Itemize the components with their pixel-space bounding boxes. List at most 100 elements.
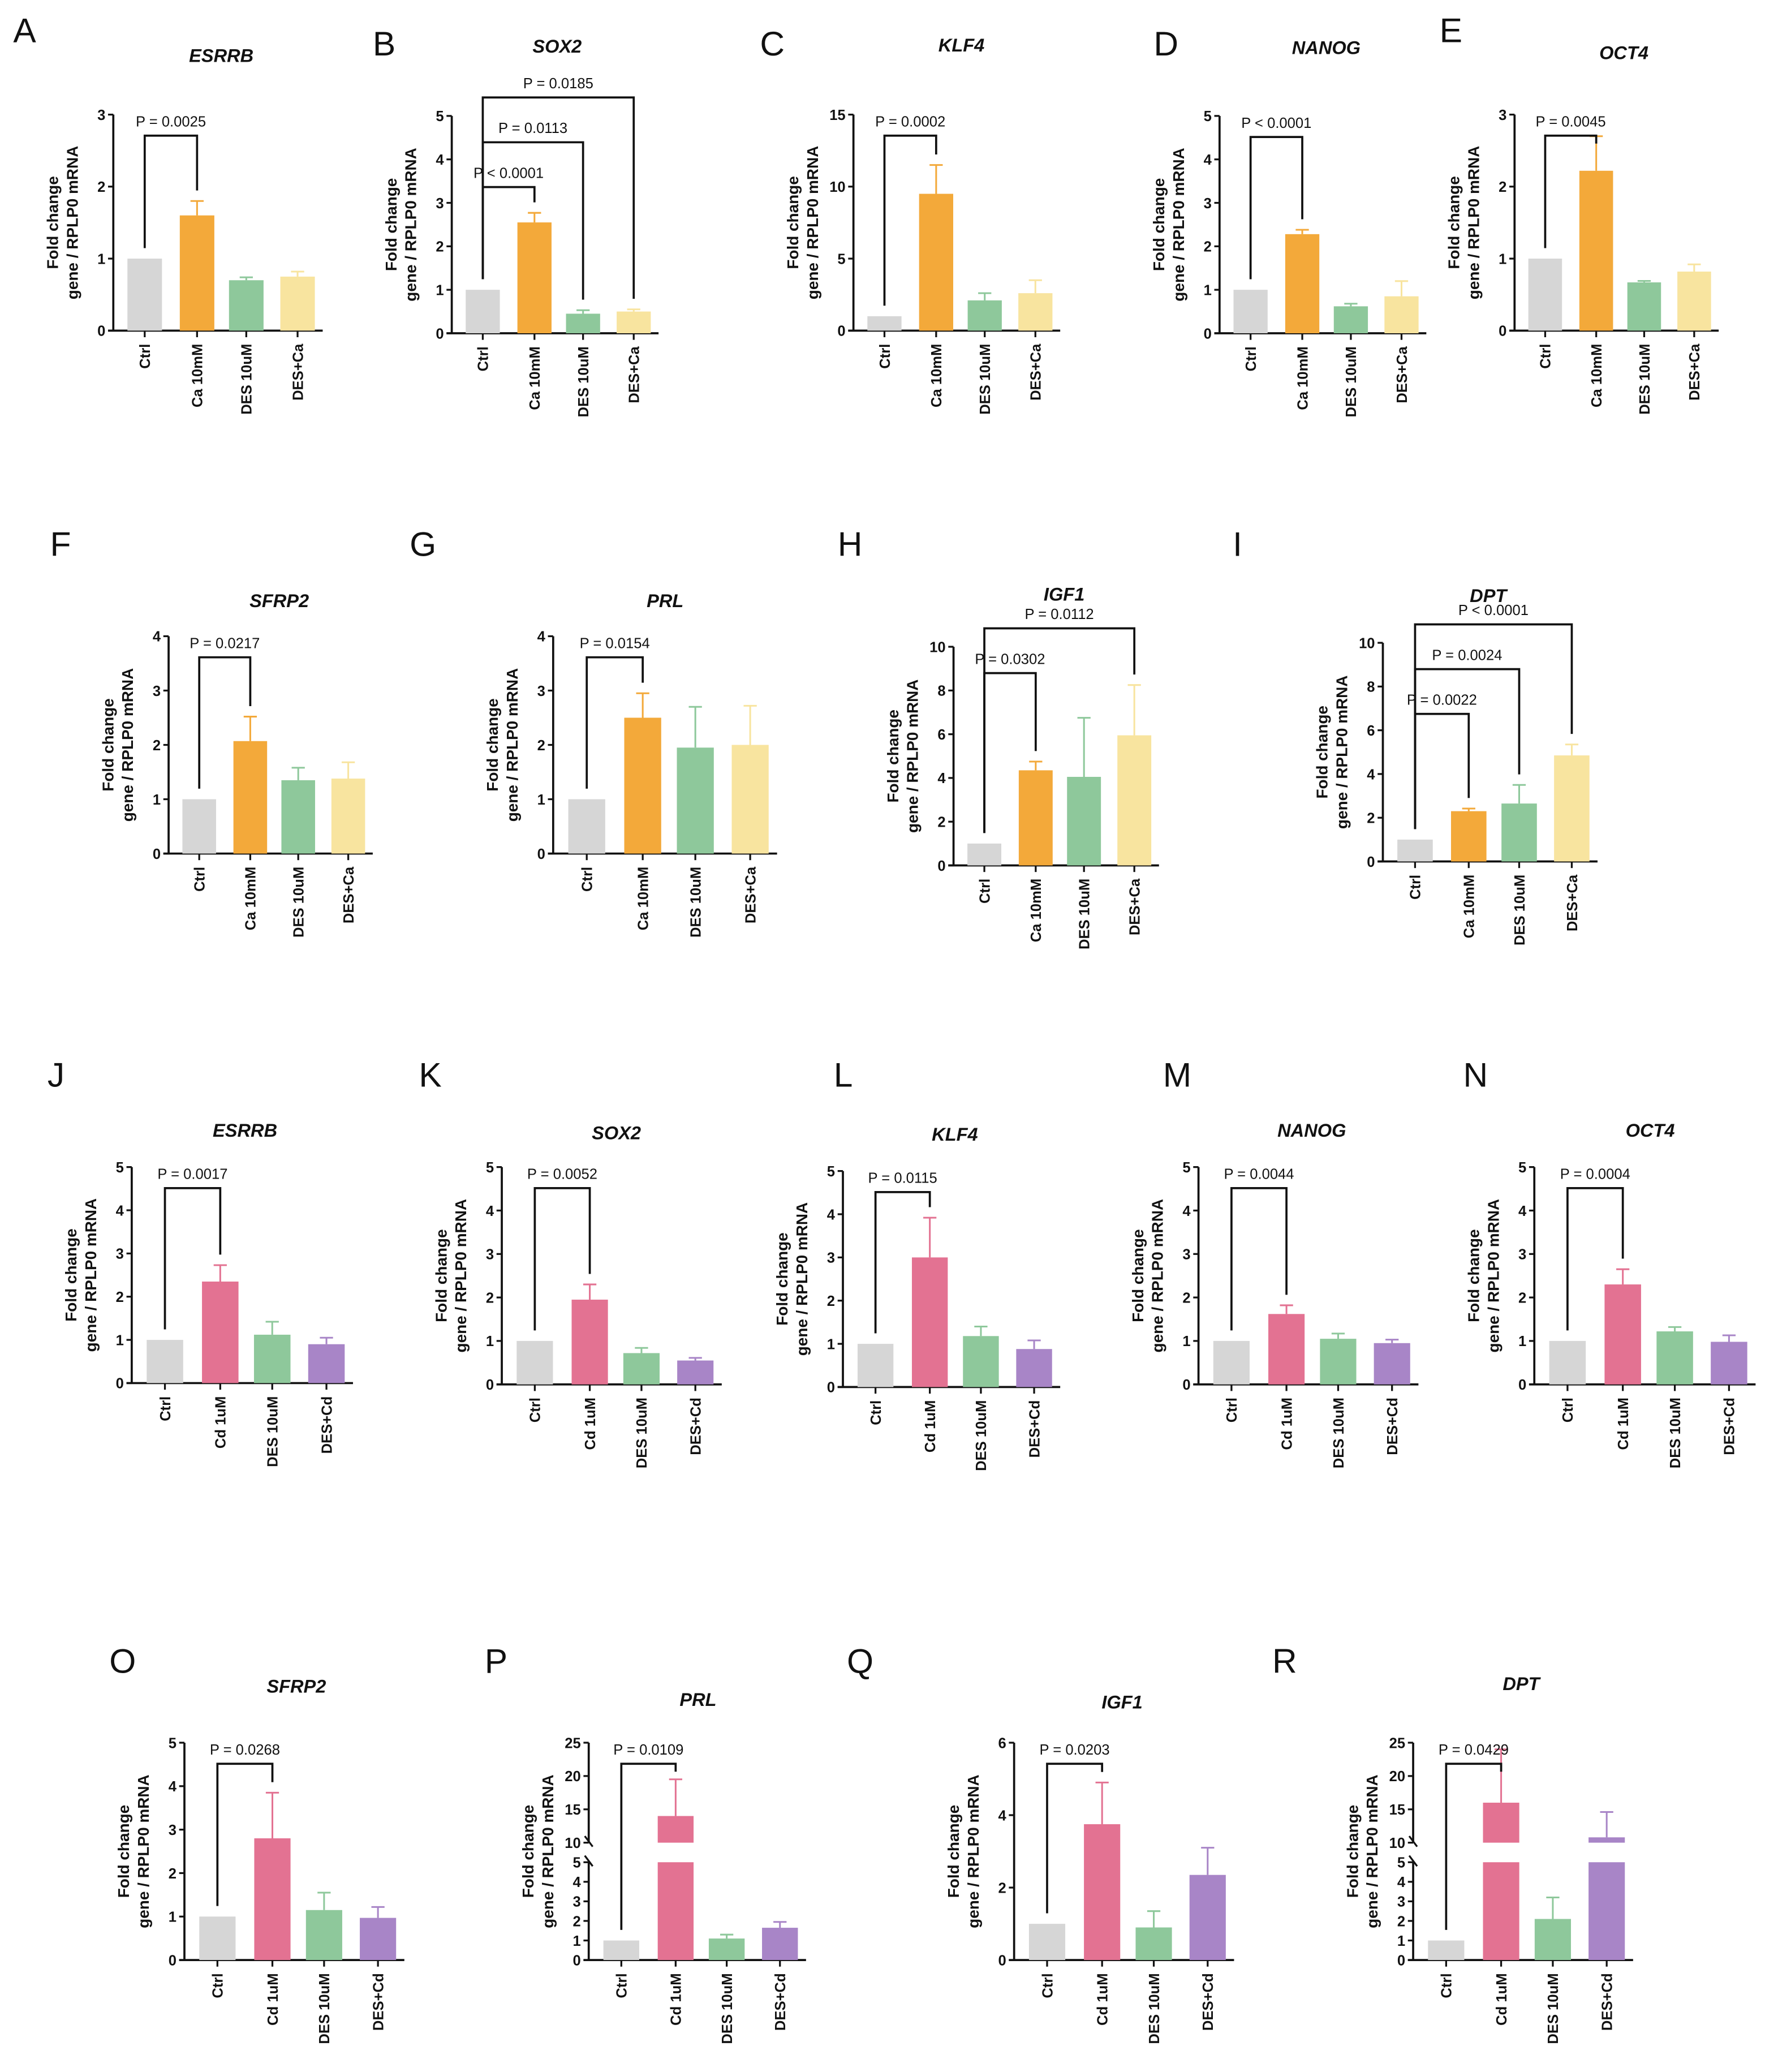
y-tick-label: 0 xyxy=(436,326,444,342)
x-tick-label: Ctrl xyxy=(210,1973,226,1998)
chart-title: NANOG xyxy=(1277,1120,1346,1141)
y-axis-label: gene / RPLP0 mRNA xyxy=(402,148,420,302)
chart-title: SFRP2 xyxy=(249,590,309,611)
bar xyxy=(1627,282,1661,331)
y-tick-label: 2 xyxy=(153,738,161,754)
p-value-label: P = 0.0112 xyxy=(1025,607,1094,622)
y-tick-label: 2 xyxy=(1367,811,1375,827)
y-tick-label: 3 xyxy=(1518,1247,1526,1263)
x-tick-label: DES+Ca xyxy=(1028,343,1044,401)
x-tick-label: DES 10uM xyxy=(1637,344,1653,415)
y-tick-label: 3 xyxy=(827,1250,835,1266)
panel-letter: Q xyxy=(847,1642,873,1680)
y-tick-label: 2 xyxy=(436,239,444,255)
p-value-label: P < 0.0001 xyxy=(1458,603,1529,618)
y-axis-label: Fold change xyxy=(115,1805,132,1898)
bar xyxy=(516,1340,553,1385)
y-tick-label: 3 xyxy=(116,1246,124,1262)
y-tick-label: 0 xyxy=(1182,1377,1190,1393)
bar xyxy=(233,741,268,854)
significance-bracket xyxy=(216,1763,274,1906)
bar xyxy=(1268,1314,1305,1385)
p-value-label: P = 0.0217 xyxy=(190,635,260,651)
p-value-label: P < 0.0001 xyxy=(1241,115,1311,131)
bar xyxy=(517,222,552,333)
y-axis-label: gene / RPLP0 mRNA xyxy=(82,1198,100,1352)
bar-upper-segment xyxy=(1483,1803,1519,1843)
x-tick-label: Ctrl xyxy=(977,879,993,904)
y-tick-label: 0 xyxy=(1499,324,1506,339)
panel-letter: K xyxy=(419,1056,441,1094)
p-value-label: P = 0.0115 xyxy=(868,1171,937,1187)
bar xyxy=(1016,1349,1052,1387)
bar xyxy=(571,1299,608,1385)
bar xyxy=(1554,755,1590,862)
chart-title: DPT xyxy=(1503,1673,1541,1694)
y-tick-label: 0 xyxy=(169,1953,176,1968)
x-tick-label: DES 10uM xyxy=(720,1973,735,2044)
y-axis-label: Fold change xyxy=(773,1232,791,1325)
y-tick-label: 1 xyxy=(1499,251,1506,267)
bar xyxy=(466,290,500,333)
y-tick-label: 5 xyxy=(486,1160,494,1176)
y-axis-label: Fold change xyxy=(1445,176,1463,269)
significance-bracket xyxy=(1046,1763,1104,1914)
chart-title: PRL xyxy=(647,590,683,611)
significance-bracket xyxy=(883,134,937,306)
y-tick-label: 1 xyxy=(1182,1334,1190,1349)
y-tick-label: 3 xyxy=(486,1247,494,1263)
bar xyxy=(127,259,162,331)
bar xyxy=(1501,803,1537,862)
p-value-label: P = 0.0109 xyxy=(613,1742,683,1758)
bar xyxy=(911,1257,948,1387)
bar xyxy=(1450,811,1487,862)
panel-letter: O xyxy=(109,1642,136,1680)
x-tick-label: DES 10uM xyxy=(634,1398,650,1468)
chart-title: KLF4 xyxy=(932,1124,978,1145)
x-tick-label: Ctrl xyxy=(1439,1973,1455,1998)
y-tick-label: 15 xyxy=(565,1802,580,1818)
y-tick-label: 10 xyxy=(929,639,945,655)
p-value-label: P = 0.0302 xyxy=(975,651,1045,667)
x-tick-label: Ca 10mM xyxy=(1462,875,1478,938)
x-tick-label: DES+Cd xyxy=(1385,1398,1401,1455)
y-axis-label: Fold change xyxy=(1150,178,1168,271)
bar xyxy=(603,1940,640,1961)
bar-lower-segment xyxy=(657,1862,694,1961)
bar xyxy=(281,780,315,854)
bar xyxy=(963,1336,999,1387)
y-tick-label: 20 xyxy=(565,1769,580,1785)
panel-letter: E xyxy=(1440,11,1462,49)
y-tick-label: 2 xyxy=(1182,1290,1190,1306)
x-tick-label: Ca 10mM xyxy=(243,867,259,930)
x-tick-label: DES+Ca xyxy=(627,346,643,403)
y-tick-label: 5 xyxy=(116,1160,124,1176)
bar xyxy=(731,745,769,854)
y-tick-label: 3 xyxy=(169,1822,176,1838)
panel-letter: H xyxy=(838,525,863,563)
panel-letter: F xyxy=(50,525,71,563)
panel-k: K SOX2 Fold change gene / RPLP0 mRNA 0 1 2 3 4 5 C… xyxy=(419,1056,722,1468)
y-axis-label: Fold change xyxy=(1465,1229,1482,1322)
y-tick-label: 10 xyxy=(829,179,845,195)
p-value-label: P = 0.0429 xyxy=(1439,1742,1509,1758)
x-tick-label: DES+Ca xyxy=(341,866,357,923)
p-value-label: P = 0.0002 xyxy=(875,114,945,130)
x-tick-label: DES+Cd xyxy=(688,1398,704,1455)
y-tick-label: 10 xyxy=(1389,1835,1405,1851)
y-axis-label: Fold change xyxy=(1314,706,1331,798)
bar xyxy=(1333,306,1368,333)
y-tick-label: 10 xyxy=(1359,635,1375,651)
bar xyxy=(1018,293,1053,331)
x-tick-label: DES 10uM xyxy=(688,867,704,938)
y-tick-label: 3 xyxy=(1182,1247,1190,1263)
bar xyxy=(677,1360,714,1385)
chart-title: ESRRB xyxy=(213,1120,277,1141)
y-tick-label: 2 xyxy=(486,1290,494,1306)
x-tick-label: DES+Ca xyxy=(1394,346,1410,403)
p-value-label: P = 0.0052 xyxy=(527,1167,597,1183)
x-tick-label: DES+Cd xyxy=(773,1973,789,2031)
y-axis-label: gene / RPLP0 mRNA xyxy=(539,1774,557,1928)
bar xyxy=(1067,777,1101,866)
x-tick-label: Ctrl xyxy=(1224,1398,1240,1422)
